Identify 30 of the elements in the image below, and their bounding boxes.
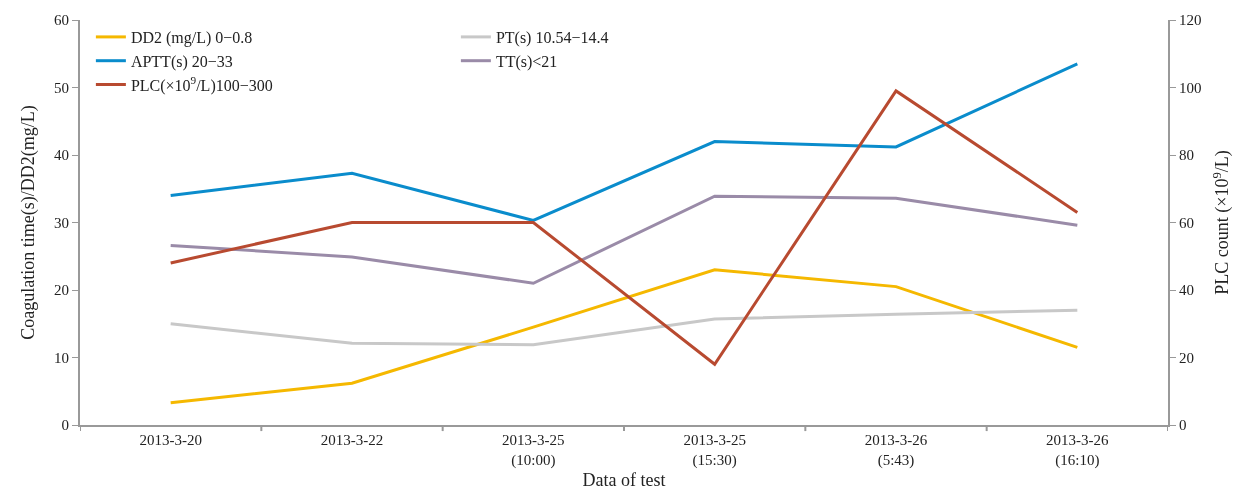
x-tick-label: 2013-3-26 (5:43) [864, 432, 928, 469]
x-tick-label: 2013-3-26 (16:10) [1046, 432, 1110, 469]
legend-label: APTT(s) 20−33 [130, 52, 233, 71]
legend-label: PLC(×10$^{9}$/L)100−300 [130, 74, 273, 95]
x-tick-label: 2013-3-25 (15:30) [683, 432, 746, 469]
y-tick-label: 60 [54, 12, 69, 29]
y-tick-label: 40 [54, 147, 69, 164]
y2-tick-label: 0 [1179, 417, 1187, 434]
legend-label: DD2 (mg/L) 0−0.8 [130, 29, 253, 48]
y2-tick-label: 80 [1179, 147, 1194, 164]
y2-tick-label: 120 [1179, 12, 1202, 29]
legend-label: PT(s) 10.54−14.4 [495, 29, 609, 48]
y2-tick-label: 20 [1179, 349, 1194, 366]
x-tick-label: 2013-3-20 [139, 432, 202, 448]
y2-tick-label: 60 [1179, 214, 1194, 231]
x-tick-label: 2013-3-22 [320, 432, 384, 448]
y-tick-label: 10 [54, 349, 69, 366]
line-series [169, 194, 1079, 285]
x-axis-title: Data of test [582, 470, 666, 491]
line-series [169, 268, 1079, 405]
y2-tick-label: 40 [1179, 282, 1194, 299]
x-tick-label: 2013-3-25 (10:00) [502, 432, 565, 469]
legend-label: TT(s)<21 [495, 52, 558, 71]
y-tick-label: 50 [54, 79, 69, 96]
y-tick-label: 30 [54, 214, 69, 231]
y2-tick-label: 100 [1179, 79, 1202, 96]
y-tick-label: 20 [54, 282, 69, 299]
y-tick-label: 0 [61, 417, 69, 434]
line-series [169, 308, 1079, 347]
y-axis-title: Coagulation time(s)/DD2(mg/L) [17, 105, 39, 340]
